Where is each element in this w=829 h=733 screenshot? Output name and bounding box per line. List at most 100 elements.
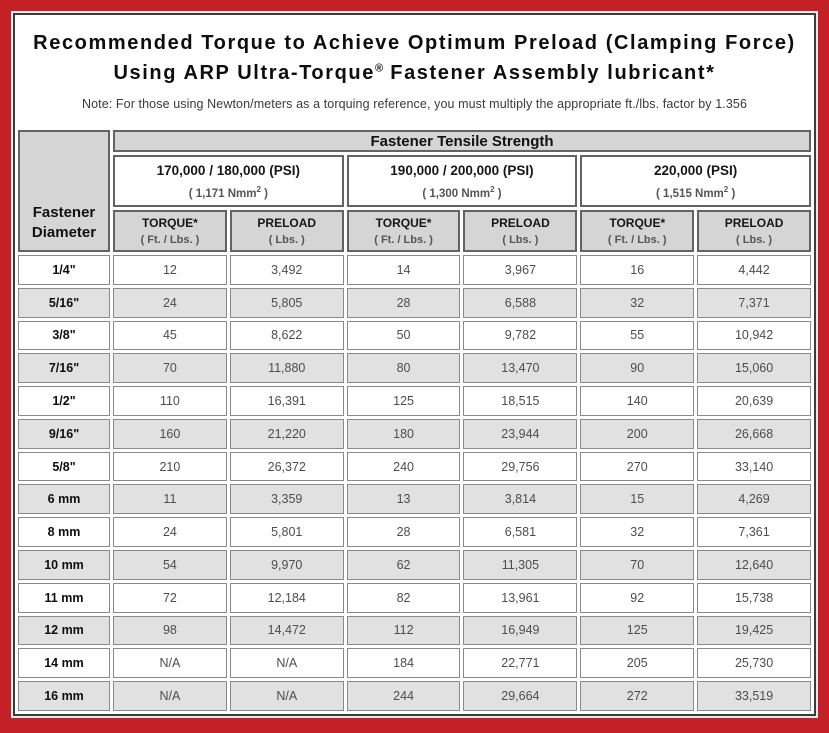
table-row: 8 mm 24 5,801 28 6,581 32 7,361	[18, 517, 811, 548]
diameter-cell: 1/2"	[18, 386, 110, 416]
value-cell: N/A	[113, 648, 227, 679]
value-cell: 23,944	[463, 418, 578, 449]
value-cell: N/A	[229, 648, 344, 679]
value-cell: 205	[580, 648, 695, 679]
value-cell: 3,359	[229, 484, 344, 515]
content-panel: Recommended Torque to Achieve Optimum Pr…	[13, 13, 816, 716]
torque-header-3: TORQUE* ( Ft. / Lbs. )	[580, 210, 695, 252]
value-cell: 80	[346, 353, 461, 384]
value-cell: 45	[113, 320, 227, 351]
diameter-cell: 1/4"	[18, 255, 110, 285]
table-row: 7/16" 70 11,880 80 13,470 90 15,060	[18, 353, 811, 384]
torque-header-1: TORQUE* ( Ft. / Lbs. )	[113, 210, 227, 252]
nmm-label: ( 1,300 Nmm2 )	[422, 184, 502, 200]
table-row: 16 mm N/A N/A 244 29,664 272 33,519	[18, 681, 811, 711]
value-cell: N/A	[113, 681, 227, 711]
table-row: 6 mm 11 3,359 13 3,814 15 4,269	[18, 484, 811, 515]
value-cell: 9,782	[463, 320, 578, 351]
value-cell: 12,184	[229, 582, 344, 613]
value-cell: 7,361	[697, 517, 811, 548]
table-row: 1/2" 110 16,391 125 18,515 140 20,639	[18, 386, 811, 416]
value-cell: 24	[113, 287, 227, 318]
page-title: Recommended Torque to Achieve Optimum Pr…	[15, 28, 814, 88]
nmm-label: ( 1,171 Nmm2 )	[188, 184, 268, 200]
table-body: 1/4" 12 3,492 14 3,967 16 4,442 5/16" 24 5,805 28 6…	[18, 255, 811, 711]
value-cell: 32	[580, 287, 695, 318]
diameter-cell: 12 mm	[18, 615, 110, 646]
value-cell: 70	[580, 550, 695, 580]
psi-label: 190,000 / 200,000 (PSI)	[390, 162, 534, 178]
value-cell: 125	[346, 386, 461, 416]
value-cell: 90	[580, 353, 695, 384]
value-cell: 18,515	[463, 386, 578, 416]
value-cell: 62	[346, 550, 461, 580]
value-cell: 20,639	[697, 386, 811, 416]
value-cell: 210	[113, 451, 227, 482]
value-cell: 13,961	[463, 582, 578, 613]
psi-label: 170,000 / 180,000 (PSI)	[156, 162, 300, 178]
value-cell: 112	[346, 615, 461, 646]
value-cell: 82	[346, 582, 461, 613]
value-cell: 272	[580, 681, 695, 711]
table-row: 10 mm 54 9,970 62 11,305 70 12,640	[18, 550, 811, 580]
preload-header-1: PRELOAD ( Lbs. )	[229, 210, 344, 252]
table-row: 14 mm N/A N/A 184 22,771 205 25,730	[18, 648, 811, 679]
psi-group-header-3: 220,000 (PSI) ( 1,515 Nmm2 )	[580, 155, 811, 207]
diameter-cell: 9/16"	[18, 418, 110, 449]
value-cell: 180	[346, 418, 461, 449]
fastener-diameter-header: Fastener Diameter	[18, 130, 110, 252]
value-cell: 22,771	[463, 648, 578, 679]
diameter-cell: 14 mm	[18, 648, 110, 679]
value-cell: 33,140	[697, 451, 811, 482]
value-cell: N/A	[229, 681, 344, 711]
value-cell: 11,880	[229, 353, 344, 384]
value-cell: 16,391	[229, 386, 344, 416]
diameter-cell: 7/16"	[18, 353, 110, 384]
value-cell: 12	[113, 255, 227, 285]
psi-group-header-1: 170,000 / 180,000 (PSI) ( 1,171 Nmm2 )	[113, 155, 344, 207]
value-cell: 6,588	[463, 287, 578, 318]
value-cell: 19,425	[697, 615, 811, 646]
nmm-label: ( 1,515 Nmm2 )	[656, 184, 736, 200]
title-block: Recommended Torque to Achieve Optimum Pr…	[15, 15, 814, 127]
value-cell: 11	[113, 484, 227, 515]
value-cell: 14	[346, 255, 461, 285]
preload-header-2: PRELOAD ( Lbs. )	[463, 210, 578, 252]
value-cell: 6,581	[463, 517, 578, 548]
diameter-cell: 11 mm	[18, 582, 110, 613]
value-cell: 92	[580, 582, 695, 613]
value-cell: 14,472	[229, 615, 344, 646]
value-cell: 4,442	[697, 255, 811, 285]
table-row: 9/16" 160 21,220 180 23,944 200 26,668	[18, 418, 811, 449]
psi-label: 220,000 (PSI)	[654, 162, 738, 178]
value-cell: 270	[580, 451, 695, 482]
value-cell: 16	[580, 255, 695, 285]
diameter-cell: 5/16"	[18, 287, 110, 318]
value-cell: 125	[580, 615, 695, 646]
tensile-strength-row: Fastener Diameter Fastener Tensile Stren…	[18, 130, 811, 252]
value-cell: 26,372	[229, 451, 344, 482]
value-cell: 13,470	[463, 353, 578, 384]
value-cell: 5,805	[229, 287, 344, 318]
value-cell: 21,220	[229, 418, 344, 449]
value-cell: 25,730	[697, 648, 811, 679]
value-cell: 29,756	[463, 451, 578, 482]
title-line1: Recommended Torque to Achieve Optimum Pr…	[33, 32, 796, 54]
value-cell: 29,664	[463, 681, 578, 711]
value-cell: 98	[113, 615, 227, 646]
value-cell: 8,622	[229, 320, 344, 351]
subheader-row: TORQUE* ( Ft. / Lbs. ) PRELOAD ( Lbs. ) …	[18, 210, 811, 252]
value-cell: 3,814	[463, 484, 578, 515]
registered-mark: ®	[374, 62, 384, 75]
value-cell: 10,942	[697, 320, 811, 351]
diameter-cell: 6 mm	[18, 484, 110, 515]
diameter-cell: 5/8"	[18, 451, 110, 482]
diameter-cell: 3/8"	[18, 320, 110, 351]
diameter-cell: 8 mm	[18, 517, 110, 548]
value-cell: 50	[346, 320, 461, 351]
value-cell: 140	[580, 386, 695, 416]
value-cell: 5,801	[229, 517, 344, 548]
value-cell: 4,269	[697, 484, 811, 515]
table-row: 5/16" 24 5,805 28 6,588 32 7,371	[18, 287, 811, 318]
